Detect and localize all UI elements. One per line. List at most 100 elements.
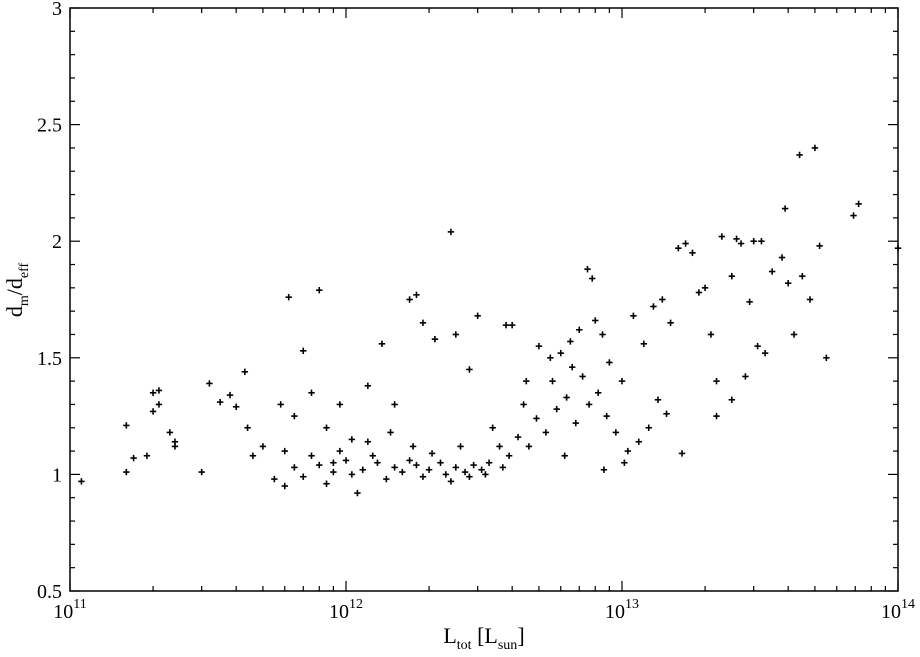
data-point <box>505 452 513 459</box>
data-point <box>171 443 179 450</box>
data-point <box>618 377 626 385</box>
data-point <box>654 396 662 403</box>
data-point <box>535 342 543 350</box>
data-point <box>640 340 648 348</box>
data-point <box>409 443 417 450</box>
data-point <box>387 429 394 436</box>
data-point <box>784 279 792 287</box>
data-point <box>612 429 620 436</box>
data-point <box>391 464 398 471</box>
data-point <box>330 459 337 466</box>
data-point <box>667 319 674 327</box>
data-point <box>754 342 761 350</box>
data-point <box>576 326 583 334</box>
data-point <box>285 293 292 301</box>
data-point <box>369 452 376 459</box>
data-point <box>778 254 786 261</box>
data-point <box>348 471 356 478</box>
data-point <box>281 482 288 490</box>
data-point <box>364 438 372 445</box>
data-point <box>466 473 473 480</box>
y-tick-label: 1 <box>52 464 62 486</box>
data-point <box>216 398 224 406</box>
data-point <box>316 286 323 294</box>
data-point <box>816 242 823 250</box>
data-point <box>713 377 720 385</box>
data-point <box>606 359 613 366</box>
data-point <box>737 240 745 247</box>
data-point <box>300 347 307 355</box>
data-point <box>796 151 803 159</box>
data-point <box>383 475 390 483</box>
data-point <box>584 265 591 273</box>
data-point <box>630 312 637 320</box>
data-point <box>600 466 608 473</box>
x-axis-title-bracket-main: L <box>484 623 497 648</box>
data-point <box>374 459 381 466</box>
x-tick-label: 1011 <box>53 597 86 623</box>
data-point <box>599 331 606 338</box>
data-point <box>437 459 444 466</box>
data-point <box>689 249 696 257</box>
data-point <box>713 412 720 420</box>
data-point <box>799 272 806 280</box>
data-point <box>354 489 361 497</box>
data-point <box>761 349 769 357</box>
data-point <box>226 391 234 399</box>
data-point <box>823 354 830 361</box>
data-point <box>728 396 736 403</box>
data-point <box>155 387 163 394</box>
data-point <box>406 457 413 464</box>
data-point <box>485 459 493 466</box>
data-point <box>635 438 642 445</box>
data-point <box>232 403 240 410</box>
data-point <box>478 466 485 473</box>
data-point <box>466 366 473 373</box>
data-point <box>547 354 554 361</box>
data-point <box>452 331 460 338</box>
data-point <box>271 475 278 483</box>
data-point <box>457 443 464 450</box>
data-point <box>659 296 666 303</box>
data-point <box>790 331 798 338</box>
data-point <box>308 389 315 396</box>
data-point <box>206 380 213 387</box>
data-point <box>650 303 657 310</box>
y-axis-title-sub2: eff <box>17 263 32 279</box>
data-point <box>277 401 284 408</box>
data-point <box>781 205 789 212</box>
y-tick-label: 3 <box>52 0 62 20</box>
data-point <box>701 284 709 292</box>
data-point <box>323 480 330 487</box>
data-point <box>461 468 469 476</box>
data-point <box>78 478 85 485</box>
data-point <box>750 238 757 245</box>
data-point <box>523 377 530 385</box>
data-point <box>894 244 902 252</box>
data-point <box>533 415 540 422</box>
y-tick-label: 2.5 <box>37 115 62 137</box>
data-point <box>198 468 205 476</box>
data-point <box>300 473 307 480</box>
axis-ticks <box>69 7 899 592</box>
data-point <box>520 401 527 408</box>
data-point <box>489 424 496 431</box>
data-point <box>447 478 455 485</box>
data-point <box>589 275 596 282</box>
data-point <box>359 466 366 473</box>
x-tick-label: 1014 <box>881 597 915 623</box>
data-point <box>855 200 862 208</box>
data-point <box>413 291 420 299</box>
data-point <box>244 424 251 431</box>
data-point <box>718 233 726 240</box>
data-point <box>502 321 510 329</box>
data-point <box>425 466 433 473</box>
data-point <box>336 401 344 408</box>
data-point <box>348 436 356 443</box>
data-point <box>742 373 749 380</box>
data-point <box>281 447 288 455</box>
data-point <box>595 389 602 396</box>
data-point <box>499 464 507 471</box>
data-point <box>364 382 372 389</box>
data-point <box>428 450 436 457</box>
